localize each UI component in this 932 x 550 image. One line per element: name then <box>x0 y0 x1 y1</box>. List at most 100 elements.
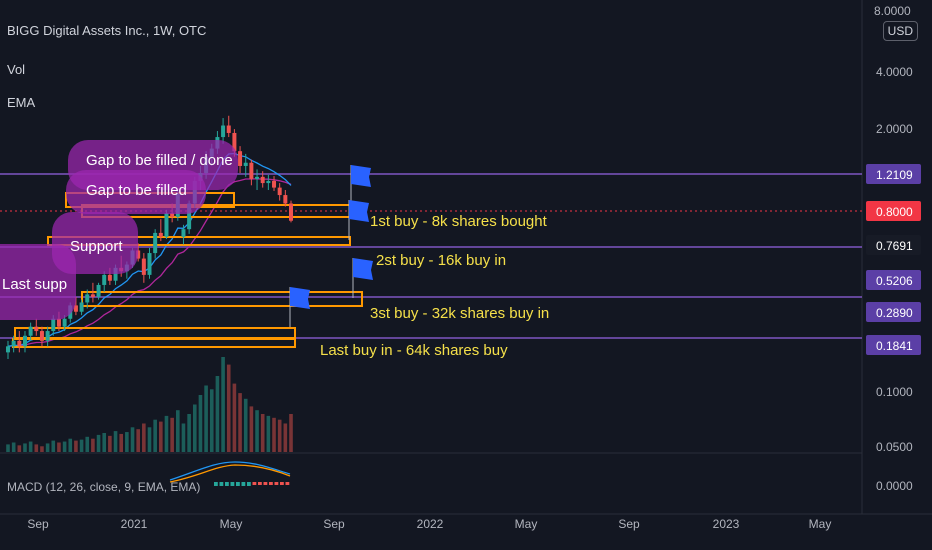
price-tick: 0.0500 <box>876 440 913 454</box>
candle-body <box>243 162 248 166</box>
candle-body <box>73 305 78 312</box>
volume-bar <box>96 434 101 452</box>
time-tick: 2021 <box>121 517 148 531</box>
volume-bar <box>147 427 152 452</box>
time-tick: May <box>809 517 832 531</box>
volume-bar <box>266 415 271 452</box>
volume-bar <box>68 438 73 452</box>
candle-body <box>221 125 226 138</box>
volume-bar <box>102 433 107 452</box>
candle-body <box>170 213 175 217</box>
price-tick: 8.0000 <box>874 4 911 18</box>
macd-histogram-bar <box>230 482 235 486</box>
candle-body <box>141 258 146 275</box>
macd-histogram-bar <box>285 482 290 485</box>
volume-bar <box>272 417 276 452</box>
volume-bar <box>6 444 10 452</box>
volume-bar <box>91 438 95 452</box>
price-tick: 0.1000 <box>876 385 913 399</box>
price-marker <box>866 270 921 290</box>
volume-bar <box>57 442 61 452</box>
buy-note: 1st buy - 8k shares bought <box>370 213 548 230</box>
volume-bar <box>142 423 146 452</box>
candle-body <box>272 180 277 188</box>
volume-bar <box>153 419 157 452</box>
annotation-bubble-text: Gap to be filled <box>86 182 187 199</box>
candle-body <box>56 318 61 327</box>
time-tick: May <box>220 517 243 531</box>
candle-body <box>289 203 293 221</box>
volume-bar <box>40 446 44 452</box>
price-marker-label: 1.2109 <box>876 168 913 182</box>
volume-bar <box>221 357 225 452</box>
price-marker-label: 0.7691 <box>876 239 913 253</box>
candle-body <box>283 195 288 204</box>
candle-body <box>277 187 282 196</box>
volume-bar <box>170 417 174 452</box>
price-tick: 0.0000 <box>876 479 913 493</box>
candle-body <box>249 162 254 179</box>
volume-bar <box>209 389 214 452</box>
volume-bar <box>85 436 90 452</box>
volume-bar <box>62 441 67 452</box>
volume-bar <box>136 429 140 452</box>
flag-icon <box>353 258 373 280</box>
price-marker <box>866 164 921 184</box>
candle-body <box>102 274 107 285</box>
buy-note: 3st buy - 32k shares buy in <box>370 305 549 322</box>
candle-body <box>164 213 169 237</box>
macd-histogram-bar <box>280 482 284 485</box>
candle-body <box>226 125 231 133</box>
candle-body <box>181 229 186 237</box>
currency-button[interactable]: USD <box>882 21 918 41</box>
candle-body <box>147 253 152 275</box>
time-tick: Sep <box>27 517 49 531</box>
volume-bar <box>243 398 248 452</box>
candle-body <box>96 284 101 297</box>
volume-bar <box>283 423 288 452</box>
ema-indicator-label[interactable]: EMA <box>7 95 36 110</box>
macd-histogram-bar <box>252 482 257 485</box>
volume-bar <box>11 442 16 452</box>
volume-bar <box>187 414 191 452</box>
macd-histogram-bar <box>219 482 224 486</box>
flag-icon <box>349 200 369 222</box>
candle-body <box>255 176 260 179</box>
macd-histogram-bar <box>247 482 251 486</box>
annotation-bubble <box>66 170 206 214</box>
volume-bar <box>192 404 197 452</box>
candle-body <box>28 326 33 336</box>
flag-icon <box>290 287 310 309</box>
volume-bar <box>204 385 208 452</box>
volume-bar <box>215 376 220 452</box>
candle-body <box>45 331 50 341</box>
annotation-bubble-text: Last supp <box>2 276 67 293</box>
time-tick: 2022 <box>417 517 444 531</box>
macd-histogram-bar <box>236 482 240 486</box>
candle-body <box>153 232 158 254</box>
macd-line <box>169 461 291 481</box>
volume-bar <box>108 435 112 452</box>
macd-indicator-label[interactable]: MACD (12, 26, close, 9, EMA, EMA) <box>7 480 201 494</box>
macd-histogram-bar <box>269 482 273 485</box>
vol-indicator-label[interactable]: Vol <box>7 62 26 77</box>
macd-histogram-bar <box>225 482 229 486</box>
support-box <box>81 291 363 307</box>
time-tick: May <box>515 517 538 531</box>
candle-body <box>158 232 163 237</box>
price-marker-label: 0.8000 <box>876 205 913 219</box>
candle-body <box>232 132 237 152</box>
support-box <box>12 338 296 348</box>
candle-body <box>34 326 39 332</box>
price-marker <box>866 335 921 355</box>
candle-body <box>79 302 84 312</box>
candle-body <box>6 346 10 353</box>
volume-bar <box>119 433 123 452</box>
price-tick: 4.0000 <box>876 65 913 79</box>
flag-icon <box>351 165 371 187</box>
candle-body <box>62 318 67 327</box>
buy-note: 2st buy - 16k buy in <box>376 252 506 269</box>
candle-body <box>39 331 44 341</box>
price-marker-label: 0.5206 <box>876 274 913 288</box>
